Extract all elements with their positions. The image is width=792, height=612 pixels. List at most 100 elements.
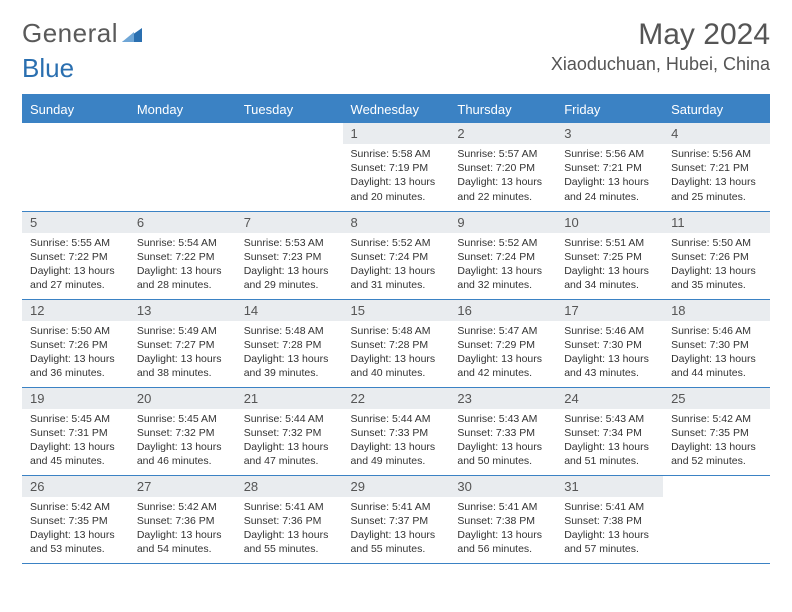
calendar-head: SundayMondayTuesdayWednesdayThursdayFrid… [22, 96, 770, 123]
calendar-day-cell [22, 123, 129, 211]
calendar-day-cell: 26Sunrise: 5:42 AMSunset: 7:35 PMDayligh… [22, 475, 129, 563]
calendar-day-cell: 12Sunrise: 5:50 AMSunset: 7:26 PMDayligh… [22, 299, 129, 387]
weekday-header: Saturday [663, 96, 770, 123]
calendar-day-cell: 16Sunrise: 5:47 AMSunset: 7:29 PMDayligh… [449, 299, 556, 387]
day-details: Sunrise: 5:42 AMSunset: 7:35 PMDaylight:… [22, 497, 129, 563]
calendar-day-cell: 9Sunrise: 5:52 AMSunset: 7:24 PMDaylight… [449, 211, 556, 299]
calendar-week-row: 26Sunrise: 5:42 AMSunset: 7:35 PMDayligh… [22, 475, 770, 563]
calendar-day-cell: 31Sunrise: 5:41 AMSunset: 7:38 PMDayligh… [556, 475, 663, 563]
calendar-day-cell: 11Sunrise: 5:50 AMSunset: 7:26 PMDayligh… [663, 211, 770, 299]
day-number: 24 [556, 388, 663, 409]
calendar-day-cell: 24Sunrise: 5:43 AMSunset: 7:34 PMDayligh… [556, 387, 663, 475]
calendar-day-cell: 4Sunrise: 5:56 AMSunset: 7:21 PMDaylight… [663, 123, 770, 211]
calendar-day-cell: 27Sunrise: 5:42 AMSunset: 7:36 PMDayligh… [129, 475, 236, 563]
day-details: Sunrise: 5:51 AMSunset: 7:25 PMDaylight:… [556, 233, 663, 299]
calendar-day-cell: 28Sunrise: 5:41 AMSunset: 7:36 PMDayligh… [236, 475, 343, 563]
day-number: 17 [556, 300, 663, 321]
calendar-day-cell: 2Sunrise: 5:57 AMSunset: 7:20 PMDaylight… [449, 123, 556, 211]
day-details: Sunrise: 5:53 AMSunset: 7:23 PMDaylight:… [236, 233, 343, 299]
calendar-week-row: 1Sunrise: 5:58 AMSunset: 7:19 PMDaylight… [22, 123, 770, 211]
day-details: Sunrise: 5:50 AMSunset: 7:26 PMDaylight:… [22, 321, 129, 387]
day-number: 9 [449, 212, 556, 233]
day-details: Sunrise: 5:46 AMSunset: 7:30 PMDaylight:… [556, 321, 663, 387]
calendar-day-cell: 18Sunrise: 5:46 AMSunset: 7:30 PMDayligh… [663, 299, 770, 387]
day-details: Sunrise: 5:57 AMSunset: 7:20 PMDaylight:… [449, 144, 556, 210]
calendar-week-row: 12Sunrise: 5:50 AMSunset: 7:26 PMDayligh… [22, 299, 770, 387]
day-details: Sunrise: 5:54 AMSunset: 7:22 PMDaylight:… [129, 233, 236, 299]
day-details: Sunrise: 5:43 AMSunset: 7:34 PMDaylight:… [556, 409, 663, 475]
calendar-day-cell: 1Sunrise: 5:58 AMSunset: 7:19 PMDaylight… [343, 123, 450, 211]
day-details: Sunrise: 5:44 AMSunset: 7:32 PMDaylight:… [236, 409, 343, 475]
day-details: Sunrise: 5:50 AMSunset: 7:26 PMDaylight:… [663, 233, 770, 299]
calendar-day-cell [129, 123, 236, 211]
calendar-day-cell: 15Sunrise: 5:48 AMSunset: 7:28 PMDayligh… [343, 299, 450, 387]
calendar-day-cell: 20Sunrise: 5:45 AMSunset: 7:32 PMDayligh… [129, 387, 236, 475]
brand-logo: General [22, 18, 146, 49]
calendar-week-row: 5Sunrise: 5:55 AMSunset: 7:22 PMDaylight… [22, 211, 770, 299]
day-details: Sunrise: 5:41 AMSunset: 7:37 PMDaylight:… [343, 497, 450, 563]
calendar-day-cell: 10Sunrise: 5:51 AMSunset: 7:25 PMDayligh… [556, 211, 663, 299]
calendar-table: SundayMondayTuesdayWednesdayThursdayFrid… [22, 96, 770, 564]
day-number: 2 [449, 123, 556, 144]
month-title: May 2024 [551, 18, 770, 52]
day-details: Sunrise: 5:52 AMSunset: 7:24 PMDaylight:… [449, 233, 556, 299]
calendar-day-cell: 13Sunrise: 5:49 AMSunset: 7:27 PMDayligh… [129, 299, 236, 387]
day-number: 4 [663, 123, 770, 144]
day-number: 13 [129, 300, 236, 321]
calendar-day-cell: 21Sunrise: 5:44 AMSunset: 7:32 PMDayligh… [236, 387, 343, 475]
day-number: 23 [449, 388, 556, 409]
day-number: 30 [449, 476, 556, 497]
calendar-day-cell [236, 123, 343, 211]
calendar-day-cell: 5Sunrise: 5:55 AMSunset: 7:22 PMDaylight… [22, 211, 129, 299]
day-details: Sunrise: 5:58 AMSunset: 7:19 PMDaylight:… [343, 144, 450, 210]
calendar-day-cell: 22Sunrise: 5:44 AMSunset: 7:33 PMDayligh… [343, 387, 450, 475]
calendar-day-cell: 23Sunrise: 5:43 AMSunset: 7:33 PMDayligh… [449, 387, 556, 475]
calendar-week-row: 19Sunrise: 5:45 AMSunset: 7:31 PMDayligh… [22, 387, 770, 475]
day-number: 31 [556, 476, 663, 497]
day-number: 14 [236, 300, 343, 321]
day-number: 15 [343, 300, 450, 321]
weekday-header: Thursday [449, 96, 556, 123]
day-number: 28 [236, 476, 343, 497]
day-details: Sunrise: 5:41 AMSunset: 7:36 PMDaylight:… [236, 497, 343, 563]
day-number: 16 [449, 300, 556, 321]
calendar-day-cell: 7Sunrise: 5:53 AMSunset: 7:23 PMDaylight… [236, 211, 343, 299]
day-details: Sunrise: 5:56 AMSunset: 7:21 PMDaylight:… [663, 144, 770, 210]
day-details: Sunrise: 5:56 AMSunset: 7:21 PMDaylight:… [556, 144, 663, 210]
day-details: Sunrise: 5:42 AMSunset: 7:35 PMDaylight:… [663, 409, 770, 475]
day-details: Sunrise: 5:43 AMSunset: 7:33 PMDaylight:… [449, 409, 556, 475]
day-number: 21 [236, 388, 343, 409]
brand-word2: Blue [22, 53, 770, 84]
day-number: 19 [22, 388, 129, 409]
day-number: 6 [129, 212, 236, 233]
day-number: 10 [556, 212, 663, 233]
weekday-header: Wednesday [343, 96, 450, 123]
day-details: Sunrise: 5:49 AMSunset: 7:27 PMDaylight:… [129, 321, 236, 387]
day-number: 8 [343, 212, 450, 233]
weekday-header: Tuesday [236, 96, 343, 123]
day-number: 7 [236, 212, 343, 233]
weekday-header: Monday [129, 96, 236, 123]
calendar-day-cell: 25Sunrise: 5:42 AMSunset: 7:35 PMDayligh… [663, 387, 770, 475]
calendar-day-cell: 14Sunrise: 5:48 AMSunset: 7:28 PMDayligh… [236, 299, 343, 387]
calendar-body: 1Sunrise: 5:58 AMSunset: 7:19 PMDaylight… [22, 123, 770, 563]
day-details: Sunrise: 5:46 AMSunset: 7:30 PMDaylight:… [663, 321, 770, 387]
weekday-header: Friday [556, 96, 663, 123]
day-number: 18 [663, 300, 770, 321]
day-number: 3 [556, 123, 663, 144]
day-details: Sunrise: 5:45 AMSunset: 7:31 PMDaylight:… [22, 409, 129, 475]
day-details: Sunrise: 5:52 AMSunset: 7:24 PMDaylight:… [343, 233, 450, 299]
calendar-day-cell: 8Sunrise: 5:52 AMSunset: 7:24 PMDaylight… [343, 211, 450, 299]
day-number: 27 [129, 476, 236, 497]
day-number: 11 [663, 212, 770, 233]
brand-triangle-icon [120, 22, 144, 46]
calendar-day-cell: 29Sunrise: 5:41 AMSunset: 7:37 PMDayligh… [343, 475, 450, 563]
day-details: Sunrise: 5:41 AMSunset: 7:38 PMDaylight:… [449, 497, 556, 563]
day-details: Sunrise: 5:45 AMSunset: 7:32 PMDaylight:… [129, 409, 236, 475]
day-details: Sunrise: 5:41 AMSunset: 7:38 PMDaylight:… [556, 497, 663, 563]
calendar-day-cell: 3Sunrise: 5:56 AMSunset: 7:21 PMDaylight… [556, 123, 663, 211]
day-details: Sunrise: 5:48 AMSunset: 7:28 PMDaylight:… [343, 321, 450, 387]
day-details: Sunrise: 5:47 AMSunset: 7:29 PMDaylight:… [449, 321, 556, 387]
day-number: 22 [343, 388, 450, 409]
day-details: Sunrise: 5:42 AMSunset: 7:36 PMDaylight:… [129, 497, 236, 563]
